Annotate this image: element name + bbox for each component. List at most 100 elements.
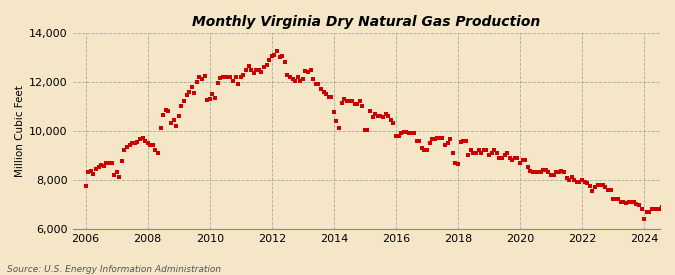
Point	[651, 207, 662, 211]
Point	[391, 133, 402, 138]
Point	[279, 60, 290, 65]
Point	[388, 121, 399, 126]
Point	[564, 178, 574, 182]
Point	[184, 89, 194, 94]
Point	[290, 78, 300, 83]
Point	[93, 165, 104, 170]
Point	[574, 180, 585, 184]
Point	[419, 148, 430, 153]
Point	[274, 55, 285, 60]
Point	[416, 146, 427, 150]
Point	[130, 141, 140, 145]
Point	[142, 141, 153, 145]
Point	[533, 170, 543, 175]
Point	[155, 126, 166, 131]
Point	[460, 138, 471, 143]
Point	[318, 89, 329, 94]
Point	[360, 127, 371, 132]
Point	[514, 160, 525, 165]
Point	[176, 104, 187, 109]
Point	[613, 197, 624, 202]
Point	[373, 114, 383, 118]
Point	[647, 207, 657, 211]
Point	[517, 158, 528, 162]
Point	[649, 207, 660, 211]
Point	[238, 72, 249, 77]
Point	[636, 207, 647, 211]
Point	[346, 99, 357, 104]
Point	[424, 141, 435, 145]
Point	[489, 148, 500, 153]
Point	[362, 127, 373, 132]
Point	[227, 78, 238, 83]
Point	[161, 108, 171, 112]
Point	[300, 69, 311, 73]
Point	[442, 141, 453, 145]
Point	[463, 153, 474, 158]
Point	[119, 148, 130, 153]
Point	[452, 162, 463, 166]
Point	[507, 158, 518, 162]
Point	[605, 187, 616, 192]
Point	[357, 104, 368, 109]
Point	[83, 170, 94, 175]
Point	[404, 131, 414, 136]
Point	[148, 143, 159, 148]
Point	[111, 170, 122, 175]
Point	[641, 209, 652, 214]
Point	[476, 151, 487, 155]
Point	[99, 164, 109, 169]
Point	[117, 159, 128, 164]
Point	[310, 82, 321, 87]
Point	[569, 178, 580, 182]
Point	[212, 81, 223, 85]
Point	[315, 87, 326, 91]
Point	[256, 70, 267, 74]
Point	[86, 169, 97, 173]
Point	[481, 148, 492, 153]
Point	[491, 151, 502, 155]
Point	[153, 151, 163, 155]
Point	[140, 138, 151, 143]
Point	[610, 197, 621, 202]
Point	[486, 151, 497, 155]
Point	[435, 136, 446, 140]
Point	[556, 169, 567, 173]
Point	[240, 67, 251, 72]
Point	[510, 155, 520, 160]
Point	[217, 75, 228, 79]
Point	[448, 151, 458, 155]
Point	[380, 111, 391, 116]
Point	[406, 131, 417, 136]
Point	[411, 138, 422, 143]
Point	[344, 99, 355, 104]
Point	[432, 136, 443, 140]
Point	[427, 137, 437, 142]
Point	[292, 75, 303, 79]
Point	[437, 136, 448, 140]
Point	[502, 151, 512, 155]
Point	[450, 160, 461, 165]
Point	[665, 209, 675, 214]
Point	[209, 96, 220, 100]
Point	[662, 209, 673, 214]
Point	[207, 92, 218, 96]
Point	[592, 182, 603, 187]
Point	[522, 165, 533, 170]
Point	[548, 173, 559, 177]
Point	[230, 75, 241, 79]
Point	[483, 153, 494, 158]
Point	[313, 82, 324, 87]
Point	[178, 99, 189, 104]
Point	[106, 160, 117, 165]
Point	[233, 82, 244, 87]
Point	[339, 97, 350, 101]
Point	[616, 200, 626, 204]
Point	[659, 207, 670, 211]
Point	[196, 77, 207, 82]
Point	[654, 207, 665, 211]
Point	[323, 94, 334, 99]
Point	[326, 94, 337, 99]
Point	[90, 166, 101, 171]
Point	[282, 72, 293, 77]
